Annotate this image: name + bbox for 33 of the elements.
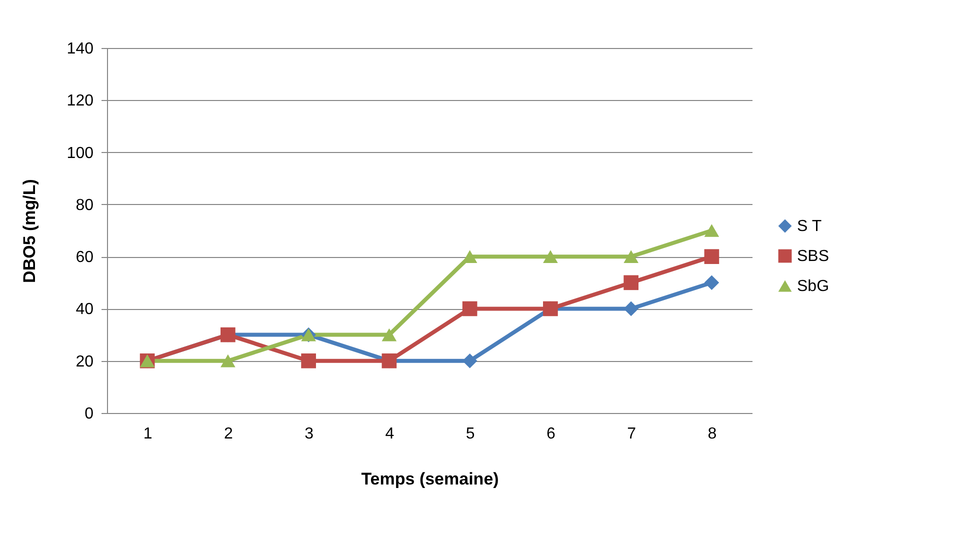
x-tick-label: 4 <box>385 426 394 442</box>
x-axis-title: Temps (semaine) <box>361 470 499 488</box>
x-tick-label: 3 <box>304 426 314 442</box>
point <box>543 250 558 263</box>
y-tick-label: 80 <box>76 196 94 214</box>
y-tick-label: 100 <box>66 144 94 162</box>
x-tick-label: 7 <box>627 426 636 442</box>
y-tick-label: 0 <box>84 406 94 422</box>
legend-label: S T <box>797 218 822 235</box>
point <box>624 250 638 263</box>
legend-label: SbG <box>797 278 830 295</box>
x-tick-label: 1 <box>143 426 152 442</box>
y-tick-label: 140 <box>66 40 94 58</box>
point <box>220 354 236 368</box>
x-tick-label: 6 <box>546 426 556 442</box>
point <box>624 275 638 290</box>
y-tick-label: 20 <box>76 353 94 370</box>
point <box>301 353 316 368</box>
point <box>704 275 720 290</box>
y-tick-label: 40 <box>76 301 94 318</box>
x-tick-label: 2 <box>224 426 233 442</box>
y-tick-label: 120 <box>66 92 94 110</box>
point <box>462 301 478 316</box>
point <box>704 249 720 264</box>
y-axis-title: DBO5 (mg/L) <box>20 179 39 283</box>
point <box>624 301 638 316</box>
x-tick-label: 8 <box>708 426 717 442</box>
legend-label: SBS <box>797 248 830 265</box>
x-tick-label: 5 <box>466 426 475 442</box>
point <box>704 224 720 237</box>
point <box>382 328 397 342</box>
y-tick-label: 60 <box>76 249 94 266</box>
point <box>462 353 478 368</box>
